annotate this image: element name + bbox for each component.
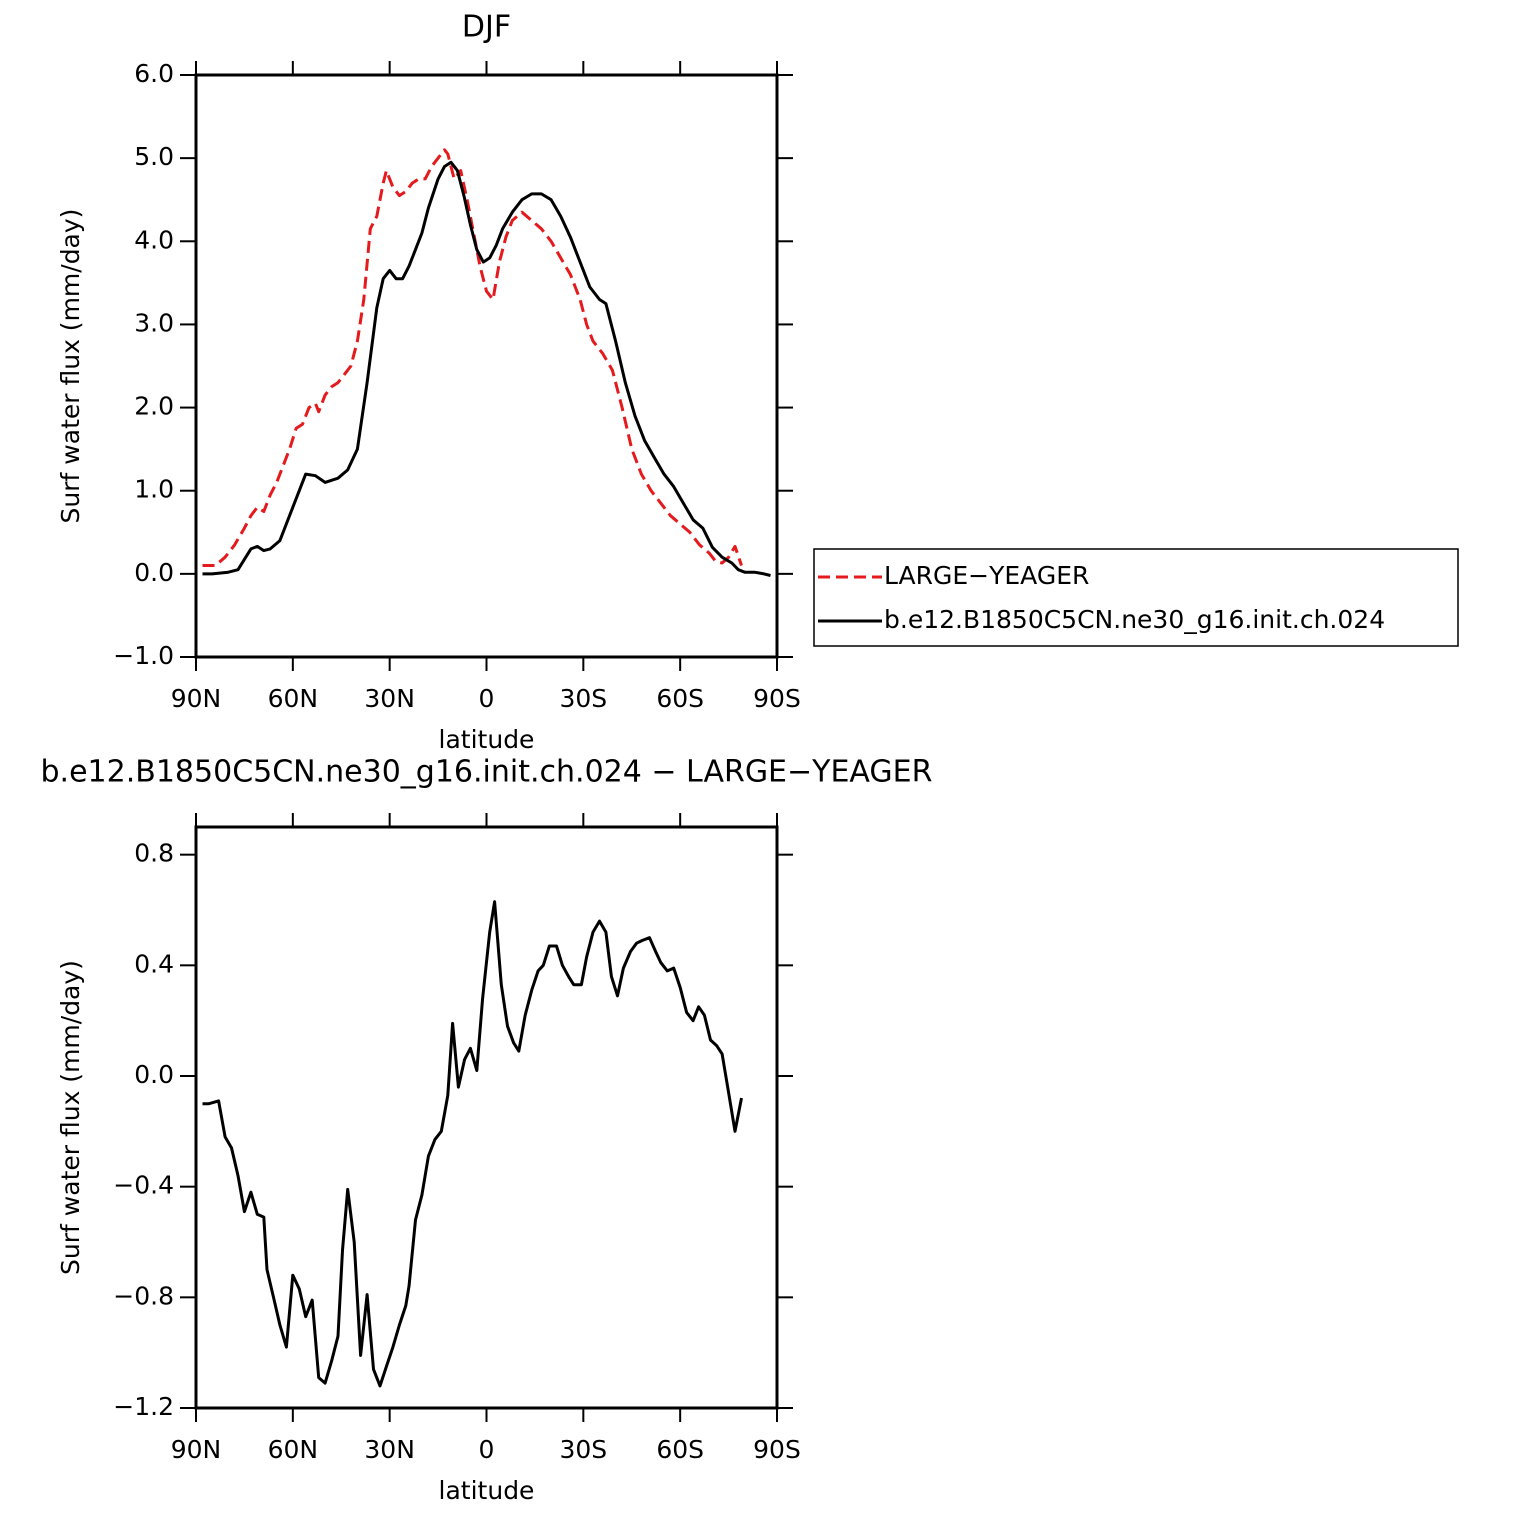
y-tick-label: −0.4 xyxy=(113,1171,174,1200)
y-tick-label: 0.0 xyxy=(134,558,174,587)
x-axis-label: latitude xyxy=(439,1476,535,1505)
y-tick-label: 0.8 xyxy=(134,839,174,868)
y-tick-label: −1.2 xyxy=(113,1392,174,1421)
x-tick-label: 60S xyxy=(656,684,704,713)
legend-label: b.e12.B1850C5CN.ne30_g16.init.ch.024 xyxy=(884,605,1385,634)
x-tick-label: 0 xyxy=(479,684,495,713)
x-tick-label: 0 xyxy=(479,1435,495,1464)
y-tick-label: 6.0 xyxy=(134,59,174,88)
x-tick-label: 60S xyxy=(656,1435,704,1464)
x-tick-label: 90S xyxy=(753,1435,801,1464)
x-tick-label: 60N xyxy=(268,1435,319,1464)
data-line xyxy=(202,900,743,1388)
y-tick-label: −0.8 xyxy=(113,1281,174,1310)
y-tick-label: 5.0 xyxy=(134,142,174,171)
x-tick-label: 90N xyxy=(171,1435,222,1464)
y-tick-label: 4.0 xyxy=(134,225,174,254)
y-tick-label: 2.0 xyxy=(134,392,174,421)
plot-frame xyxy=(194,825,779,1410)
y-tick-label: 0.0 xyxy=(134,1060,174,1089)
legend-box xyxy=(813,548,1459,647)
chart-title: DJF xyxy=(462,10,511,45)
x-tick-label: 30S xyxy=(559,1435,607,1464)
y-tick-label: −1.0 xyxy=(113,641,174,670)
y-axis-label: Surf water flux (mm/day) xyxy=(56,209,85,524)
y-tick-label: 0.4 xyxy=(134,949,174,978)
x-tick-label: 90N xyxy=(171,684,222,713)
x-tick-label: 60N xyxy=(268,684,319,713)
x-tick-label: 30S xyxy=(559,684,607,713)
data-line xyxy=(202,160,771,577)
y-axis-label: Surf water flux (mm/day) xyxy=(56,960,85,1275)
x-tick-label: 90S xyxy=(753,684,801,713)
chart-title: b.e12.B1850C5CN.ne30_g16.init.ch.024 − L… xyxy=(41,755,933,790)
data-line xyxy=(202,148,743,567)
legend-label: LARGE−YEAGER xyxy=(884,561,1089,590)
x-tick-label: 30N xyxy=(364,684,415,713)
plot-frame xyxy=(194,73,779,659)
x-tick-label: 30N xyxy=(364,1435,415,1464)
y-tick-label: 1.0 xyxy=(134,475,174,504)
y-tick-label: 3.0 xyxy=(134,308,174,337)
x-axis-label: latitude xyxy=(439,725,535,754)
